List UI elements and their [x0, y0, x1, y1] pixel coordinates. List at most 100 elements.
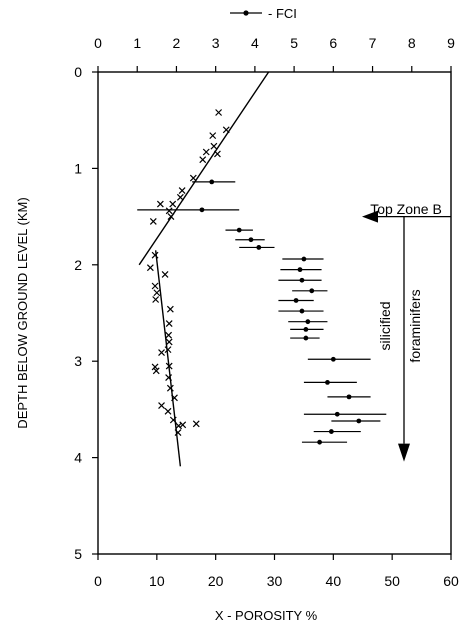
left-tick-label: 3	[74, 353, 82, 369]
porosity-point	[146, 264, 154, 272]
porosity-point	[166, 384, 174, 392]
porosity-point	[153, 289, 161, 297]
fci-point	[356, 418, 362, 424]
fci-point	[297, 267, 303, 273]
porosity-point	[171, 394, 178, 402]
top-tick-label: 7	[369, 35, 377, 51]
trend-line	[138, 71, 270, 266]
fci-point	[301, 256, 307, 262]
legend: - FCI	[230, 6, 297, 21]
porosity-point	[192, 420, 200, 428]
bottom-tick-label: 60	[443, 573, 459, 589]
annotation-silicified: silicified	[377, 301, 393, 350]
bottom-tick-label: 10	[149, 573, 165, 589]
fci-point	[328, 429, 334, 434]
annotation-top-zone-b: Top Zone B	[370, 201, 442, 217]
left-axis-ticks: 0 1 2 3 4 5	[74, 64, 98, 562]
porosity-point	[215, 109, 223, 116]
x-axis-title: X - POROSITY %	[215, 608, 318, 623]
legend-dot	[243, 10, 249, 16]
fci-point	[209, 179, 215, 185]
bottom-tick-label: 50	[384, 573, 400, 589]
porosity-point	[189, 174, 197, 182]
porosity-point	[169, 416, 177, 424]
porosity-point	[165, 331, 173, 339]
left-tick-label: 4	[74, 450, 82, 466]
top-tick-label: 8	[408, 35, 416, 51]
plot-frame	[97, 71, 452, 555]
bottom-tick-label: 40	[326, 573, 342, 589]
porosity-point	[174, 429, 182, 436]
fci-series	[137, 179, 387, 445]
porosity-point	[165, 374, 173, 382]
top-axis-ticks: 0 1 2 3 4 5 6 7 8 9	[94, 35, 455, 72]
bottom-tick-label: 20	[208, 573, 224, 589]
fci-point	[256, 245, 262, 250]
y-axis-title: DEPTH BELOW GROUND LEVEL (KM)	[15, 197, 30, 428]
porosity-point	[222, 126, 230, 134]
annotation-foraminifers: foraminifers	[407, 289, 423, 362]
porosity-point	[164, 407, 172, 415]
porosity-point	[167, 213, 175, 221]
porosity-point	[165, 207, 173, 215]
fci-point	[199, 207, 205, 213]
top-tick-label: 2	[173, 35, 181, 51]
annotations: Top Zone B silicified foraminifers	[362, 201, 451, 462]
porosity-point	[165, 338, 173, 346]
bottom-axis-ticks: 0 10 20 30 40 50 60	[94, 554, 459, 589]
top-tick-label: 0	[94, 35, 102, 51]
porosity-point	[151, 363, 159, 371]
top-tick-label: 3	[212, 35, 220, 51]
bottom-tick-label: 30	[267, 573, 283, 589]
fci-point	[303, 326, 309, 332]
porosity-point	[209, 132, 217, 140]
porosity-point	[156, 200, 164, 208]
bottom-tick-label: 0	[94, 573, 102, 589]
porosity-point	[176, 193, 184, 201]
porosity-point	[179, 421, 187, 429]
fci-point	[305, 319, 311, 325]
porosity-point	[166, 305, 174, 313]
fci-point	[346, 394, 352, 400]
fci-point	[325, 380, 330, 385]
fci-point	[330, 356, 336, 362]
top-tick-label: 5	[290, 35, 298, 51]
fci-point	[334, 411, 340, 417]
porosity-series	[146, 109, 230, 436]
porosity-point	[214, 150, 221, 158]
porosity-point	[178, 187, 186, 194]
porosity-point	[161, 271, 169, 278]
porosity-point	[152, 296, 160, 303]
porosity-point	[202, 148, 210, 156]
porosity-point	[165, 320, 173, 328]
fci-point	[236, 227, 242, 233]
top-tick-label: 6	[329, 35, 337, 51]
fci-point	[248, 237, 254, 243]
fci-point	[299, 277, 305, 283]
legend-label: - FCI	[268, 6, 297, 21]
left-tick-label: 1	[74, 160, 82, 176]
left-tick-label: 5	[74, 546, 82, 562]
porosity-point	[158, 349, 165, 356]
porosity-point	[175, 422, 183, 430]
fci-point	[299, 308, 305, 314]
porosity-point	[152, 367, 160, 375]
porosity-point	[151, 282, 159, 290]
porosity-point	[149, 217, 157, 225]
porosity-point	[164, 346, 172, 354]
fci-point	[309, 288, 315, 294]
fci-point	[303, 335, 309, 341]
porosity-point	[199, 156, 207, 164]
porosity-point	[151, 251, 159, 259]
porosity-point	[210, 142, 218, 150]
fci-point	[293, 298, 299, 303]
fci-point	[317, 439, 323, 445]
top-zone-arrow-head	[362, 210, 378, 223]
trend-lines	[138, 71, 270, 467]
left-tick-label: 0	[74, 64, 82, 80]
porosity-point	[165, 362, 173, 370]
top-tick-label: 1	[133, 35, 141, 51]
porosity-point	[158, 402, 165, 409]
top-tick-label: 4	[251, 35, 259, 51]
